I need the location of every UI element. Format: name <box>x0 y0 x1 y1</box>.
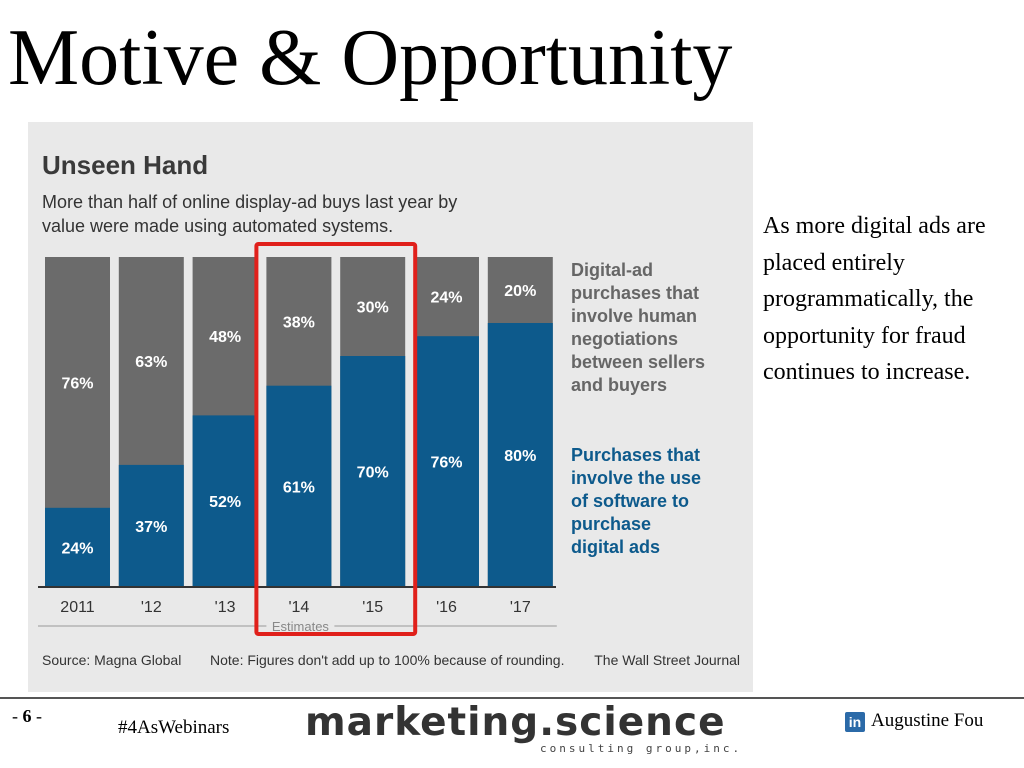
label-human-0: 76% <box>61 375 93 392</box>
label-human-3: 38% <box>283 314 315 331</box>
chart-panel: Unseen Hand More than half of online dis… <box>28 122 753 692</box>
chart-note: Note: Figures don't add up to 100% becau… <box>210 652 564 668</box>
author-name: Augustine Fou <box>871 710 984 731</box>
label-human-5: 24% <box>430 290 462 307</box>
legend-human-line-4: between sellers <box>571 352 705 372</box>
legend-software-line-2: of software to <box>571 491 689 511</box>
chart-subtitle: More than half of online display-ad buys… <box>42 192 458 236</box>
brand-name: marketing.science <box>305 700 726 745</box>
bar-software-5 <box>414 336 479 587</box>
x-tick-label-2: '13 <box>215 599 236 616</box>
x-tick-label-4: '15 <box>362 599 383 616</box>
side-note: As more digital ads are placed entirely … <box>763 213 986 385</box>
footer-hashtag: #4AsWebinars <box>118 717 230 738</box>
x-tick-label-5: '16 <box>436 599 457 616</box>
label-human-2: 48% <box>209 329 241 346</box>
estimates-label: Estimates <box>272 619 330 634</box>
label-software-6: 80% <box>504 448 536 465</box>
stacked-bar-chart: 24% 76% 2011 37% 63% '12 52% 48% '13 61% 38% '14 70%… <box>38 242 740 668</box>
brand-tagline: consulting group,inc. <box>540 742 743 755</box>
label-human-6: 20% <box>504 283 536 300</box>
bar-software-1 <box>118 464 184 587</box>
chart-title: Unseen Hand <box>42 150 209 180</box>
slide-title: Motive & Opportunity <box>8 14 733 102</box>
label-human-4: 30% <box>357 300 389 317</box>
label-software-3: 61% <box>283 479 315 496</box>
legend-software-line-1: involve the use <box>571 468 701 488</box>
x-tick-label-1: '12 <box>141 599 162 616</box>
bar-software-4 <box>340 356 406 587</box>
bar-software-6 <box>487 323 553 587</box>
bar-software-3 <box>266 385 332 587</box>
estimates-label-bg <box>266 619 335 633</box>
bar-software-0 <box>45 507 110 587</box>
label-software-5: 76% <box>430 455 462 472</box>
legend-human-line-2: involve human <box>571 306 697 326</box>
linkedin-icon: in <box>845 712 865 732</box>
legend-human-line-5: and buyers <box>571 375 667 395</box>
legend-human-line-1: purchases that <box>571 283 699 303</box>
label-human-1: 63% <box>135 354 167 371</box>
label-software-1: 37% <box>135 519 167 536</box>
highlight-box <box>254 242 418 636</box>
bar-software-2 <box>192 415 258 587</box>
brand-logo: marketing.science consulting group,inc. <box>305 700 739 762</box>
label-software-4: 70% <box>357 465 389 482</box>
label-software-0: 24% <box>61 540 93 557</box>
footer-divider <box>0 697 1024 699</box>
x-tick-label-6: '17 <box>510 599 531 616</box>
chart-source: Source: Magna Global <box>42 652 181 668</box>
legend-human-line-0: Digital-ad <box>571 260 653 280</box>
label-software-2: 52% <box>209 494 241 511</box>
chart-publisher: The Wall Street Journal <box>594 652 740 668</box>
legend-software-line-0: Purchases that <box>571 445 700 465</box>
legend-software-line-3: purchase <box>571 514 651 534</box>
page-number: - 6 - <box>12 706 42 726</box>
legend-software-line-4: digital ads <box>571 537 660 557</box>
legend-human-line-3: negotiations <box>571 329 678 349</box>
x-tick-label-0: 2011 <box>60 599 95 616</box>
x-tick-label-3: '14 <box>288 599 309 616</box>
